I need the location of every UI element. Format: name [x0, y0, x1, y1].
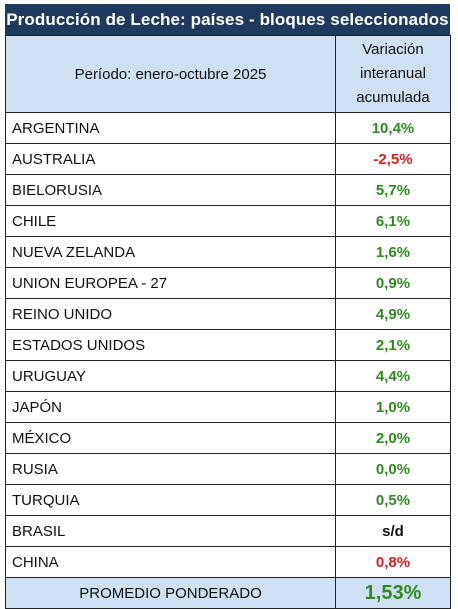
- table-row: MÉXICO 2,0%: [5, 422, 451, 454]
- variation-header-line-3: acumulada: [356, 89, 430, 106]
- country-name: NUEVA ZELANDA: [5, 236, 336, 268]
- country-name: BIELORUSIA: [5, 174, 336, 206]
- variation-value: 0,0%: [335, 453, 451, 485]
- country-name: AUSTRALIA: [5, 143, 336, 175]
- table-row: BIELORUSIA 5,7%: [5, 174, 451, 206]
- table-row: REINO UNIDO 4,9%: [5, 298, 451, 330]
- variation-value: 4,9%: [335, 298, 451, 330]
- table-header-row: Período: enero-octubre 2025 Variación in…: [5, 35, 451, 113]
- variation-value: 0,9%: [335, 267, 451, 299]
- weighted-average-value: 1,53%: [335, 577, 451, 609]
- variation-value: 1,6%: [335, 236, 451, 268]
- variation-value: s/d: [335, 515, 451, 547]
- variation-value: 2,0%: [335, 422, 451, 454]
- table-title: Producción de Leche: países - bloques se…: [5, 4, 450, 35]
- milk-production-table: Período: enero-octubre 2025 Variación in…: [5, 35, 451, 609]
- country-name: UNION EUROPEA - 27: [5, 267, 336, 299]
- country-name: URUGUAY: [5, 360, 336, 392]
- variation-header-line-1: Variación: [362, 41, 424, 58]
- country-name: CHINA: [5, 546, 336, 578]
- country-name: CHILE: [5, 205, 336, 237]
- variation-value: -2,5%: [335, 143, 451, 175]
- table-row: CHILE 6,1%: [5, 205, 451, 237]
- variation-value: 1,0%: [335, 391, 451, 423]
- variation-header-line-2: interanual: [360, 65, 426, 82]
- country-name: JAPÓN: [5, 391, 336, 423]
- weighted-average-label: PROMEDIO PONDERADO: [5, 577, 336, 609]
- country-name: BRASIL: [5, 515, 336, 547]
- country-name: REINO UNIDO: [5, 298, 336, 330]
- table-row: JAPÓN 1,0%: [5, 391, 451, 423]
- country-name: ARGENTINA: [5, 112, 336, 144]
- variation-value: 4,4%: [335, 360, 451, 392]
- table-row: TURQUIA 0,5%: [5, 484, 451, 516]
- period-header: Período: enero-octubre 2025: [5, 35, 336, 113]
- variation-value: 10,4%: [335, 112, 451, 144]
- variation-value: 2,1%: [335, 329, 451, 361]
- weighted-average-row: PROMEDIO PONDERADO 1,53%: [5, 577, 451, 609]
- table-row: ESTADOS UNIDOS 2,1%: [5, 329, 451, 361]
- country-name: ESTADOS UNIDOS: [5, 329, 336, 361]
- variation-value: 0,8%: [335, 546, 451, 578]
- table-row: AUSTRALIA -2,5%: [5, 143, 451, 175]
- table-row: RUSIA 0,0%: [5, 453, 451, 485]
- table-row: URUGUAY 4,4%: [5, 360, 451, 392]
- country-name: MÉXICO: [5, 422, 336, 454]
- variation-value: 0,5%: [335, 484, 451, 516]
- variation-value: 6,1%: [335, 205, 451, 237]
- table-row: ARGENTINA 10,4%: [5, 112, 451, 144]
- table-row: BRASIL s/d: [5, 515, 451, 547]
- variation-header: Variación interanual acumulada: [335, 35, 451, 113]
- country-name: RUSIA: [5, 453, 336, 485]
- milk-production-table-container: Producción de Leche: países - bloques se…: [5, 4, 451, 609]
- country-name: TURQUIA: [5, 484, 336, 516]
- variation-value: 5,7%: [335, 174, 451, 206]
- table-row: UNION EUROPEA - 27 0,9%: [5, 267, 451, 299]
- table-row: NUEVA ZELANDA 1,6%: [5, 236, 451, 268]
- table-row: CHINA 0,8%: [5, 546, 451, 578]
